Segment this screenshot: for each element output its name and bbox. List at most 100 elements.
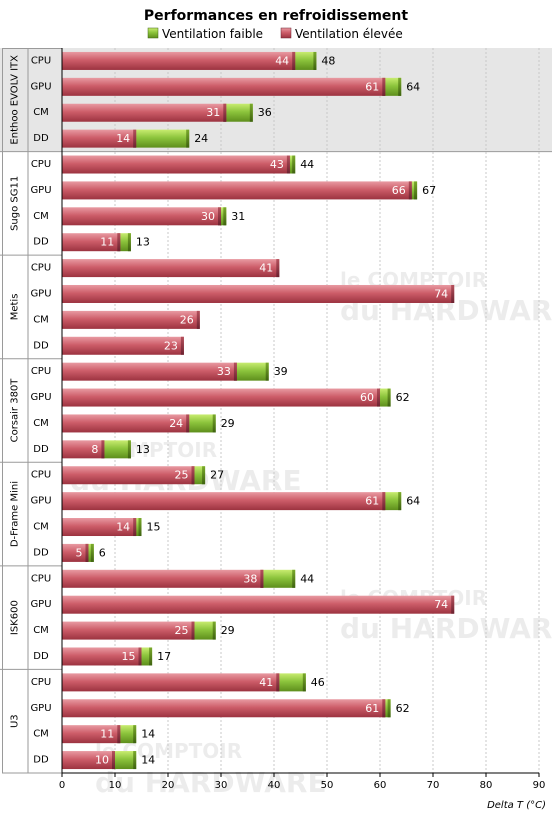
category-label: CPU [31,677,51,688]
bar-elevee [62,77,386,96]
bar-faible-end [133,725,137,744]
bar-faible [85,543,94,562]
category-label: CPU [31,470,51,481]
bar-faible [218,207,227,226]
bar-faible-body [133,518,142,537]
data-label-elevee: 10 [95,754,109,767]
bar-elevee [62,362,237,381]
bar-faible [286,155,296,174]
bar-faible-body [186,414,216,433]
bar-elevee-end [186,414,190,433]
x-tick-label: 20 [162,780,175,791]
bar-faible-end [202,466,206,485]
data-label-faible: 13 [136,443,150,456]
data-label-faible: 36 [258,106,272,119]
bar-faible [292,51,317,70]
bar-faible [223,103,253,122]
bar-elevee-body [62,155,290,174]
bar-elevee [62,725,121,744]
bar-elevee [62,751,115,770]
data-label-faible: 44 [300,572,314,585]
bar-elevee [62,621,195,640]
bar-elevee-body [62,259,280,278]
data-label-elevee: 14 [116,132,130,145]
bar-faible [382,699,391,718]
data-label-faible: 67 [422,184,436,197]
bar-elevee [62,569,264,588]
bar-elevee-body [62,207,221,226]
category-label: GPU [30,288,51,299]
group-label: Metis [10,294,21,321]
category-label: DD [33,547,49,558]
bar-elevee-end [112,751,115,770]
bar-faible-body [377,388,391,407]
group-label: Corsair 380T [10,378,21,443]
bar-elevee-end [451,595,455,614]
bar-elevee-end [191,621,195,640]
bar-elevee [62,259,280,278]
bar-elevee-end [180,336,184,355]
bar-elevee-end [276,673,280,692]
labels: Enthoo EVOLV ITX CPU 44 48 GPU 61 64 CM 31 36 DD 14… [10,54,449,766]
bar-faible-body [286,155,296,174]
group-label: D-Frame Mini [10,481,21,547]
bar-elevee-end [133,518,137,537]
bar-faible-body [218,207,227,226]
bar-elevee [62,155,290,174]
axes: 0 10 20 30 40 50 60 70 80 90 [59,48,545,791]
data-label-faible: 39 [274,365,288,378]
category-label: CM [33,729,49,740]
gridlines [114,48,540,773]
chart-title: Performances en refroidissement [144,8,408,24]
bar-elevee-body [62,233,121,252]
legend-label-elevee: Ventilation élevée [295,27,403,41]
legend-swatch-faible [147,27,159,39]
bar-elevee-body [62,310,200,329]
bar-elevee [62,388,380,407]
category-label: CPU [31,366,51,377]
bar-elevee [62,414,190,433]
bar-elevee-body [62,129,137,148]
category-label: GPU [30,496,51,507]
data-label-faible: 29 [221,624,235,637]
bar-faible [382,492,402,511]
bar-elevee-end [377,388,380,407]
category-label: DD [33,444,49,455]
bar-elevee-body [62,518,137,537]
bar-elevee-end [85,543,89,562]
bar-elevee-body [62,51,296,70]
data-label-elevee: 61 [365,495,379,508]
bar-faible-end [302,673,306,692]
x-tick-label: 40 [268,780,281,791]
bar-elevee-body [62,414,190,433]
bar-elevee-body [62,543,89,562]
x-tick-label: 50 [321,780,334,791]
group-label: ISK600 [10,600,21,635]
bar-faible-end [292,569,296,588]
bar-elevee [62,699,386,718]
data-label-faible: 17 [157,650,171,663]
data-label-faible: 44 [300,158,314,171]
bar-elevee [62,543,89,562]
data-label-elevee: 11 [100,236,114,249]
bar-elevee-end [451,284,455,303]
bar-faible-body [382,492,402,511]
data-label-elevee: 60 [360,391,374,404]
category-label: CPU [31,55,51,66]
bar-faible-end [186,129,190,148]
bar-elevee-end [196,310,200,329]
bar-faible-body [233,362,269,381]
x-tick-label: 0 [59,780,65,791]
bar-elevee-end [382,77,386,96]
bar-elevee-end [117,725,121,744]
bar-faible [377,388,391,407]
data-label-faible: 64 [406,495,420,508]
data-label-faible: 24 [194,132,208,145]
data-label-elevee: 31 [206,106,220,119]
data-label-elevee: 38 [243,572,257,585]
bar-faible [382,77,402,96]
legend-label-faible: Ventilation faible [162,27,263,41]
bar-faible-body [276,673,306,692]
bar-elevee-body [62,103,227,122]
